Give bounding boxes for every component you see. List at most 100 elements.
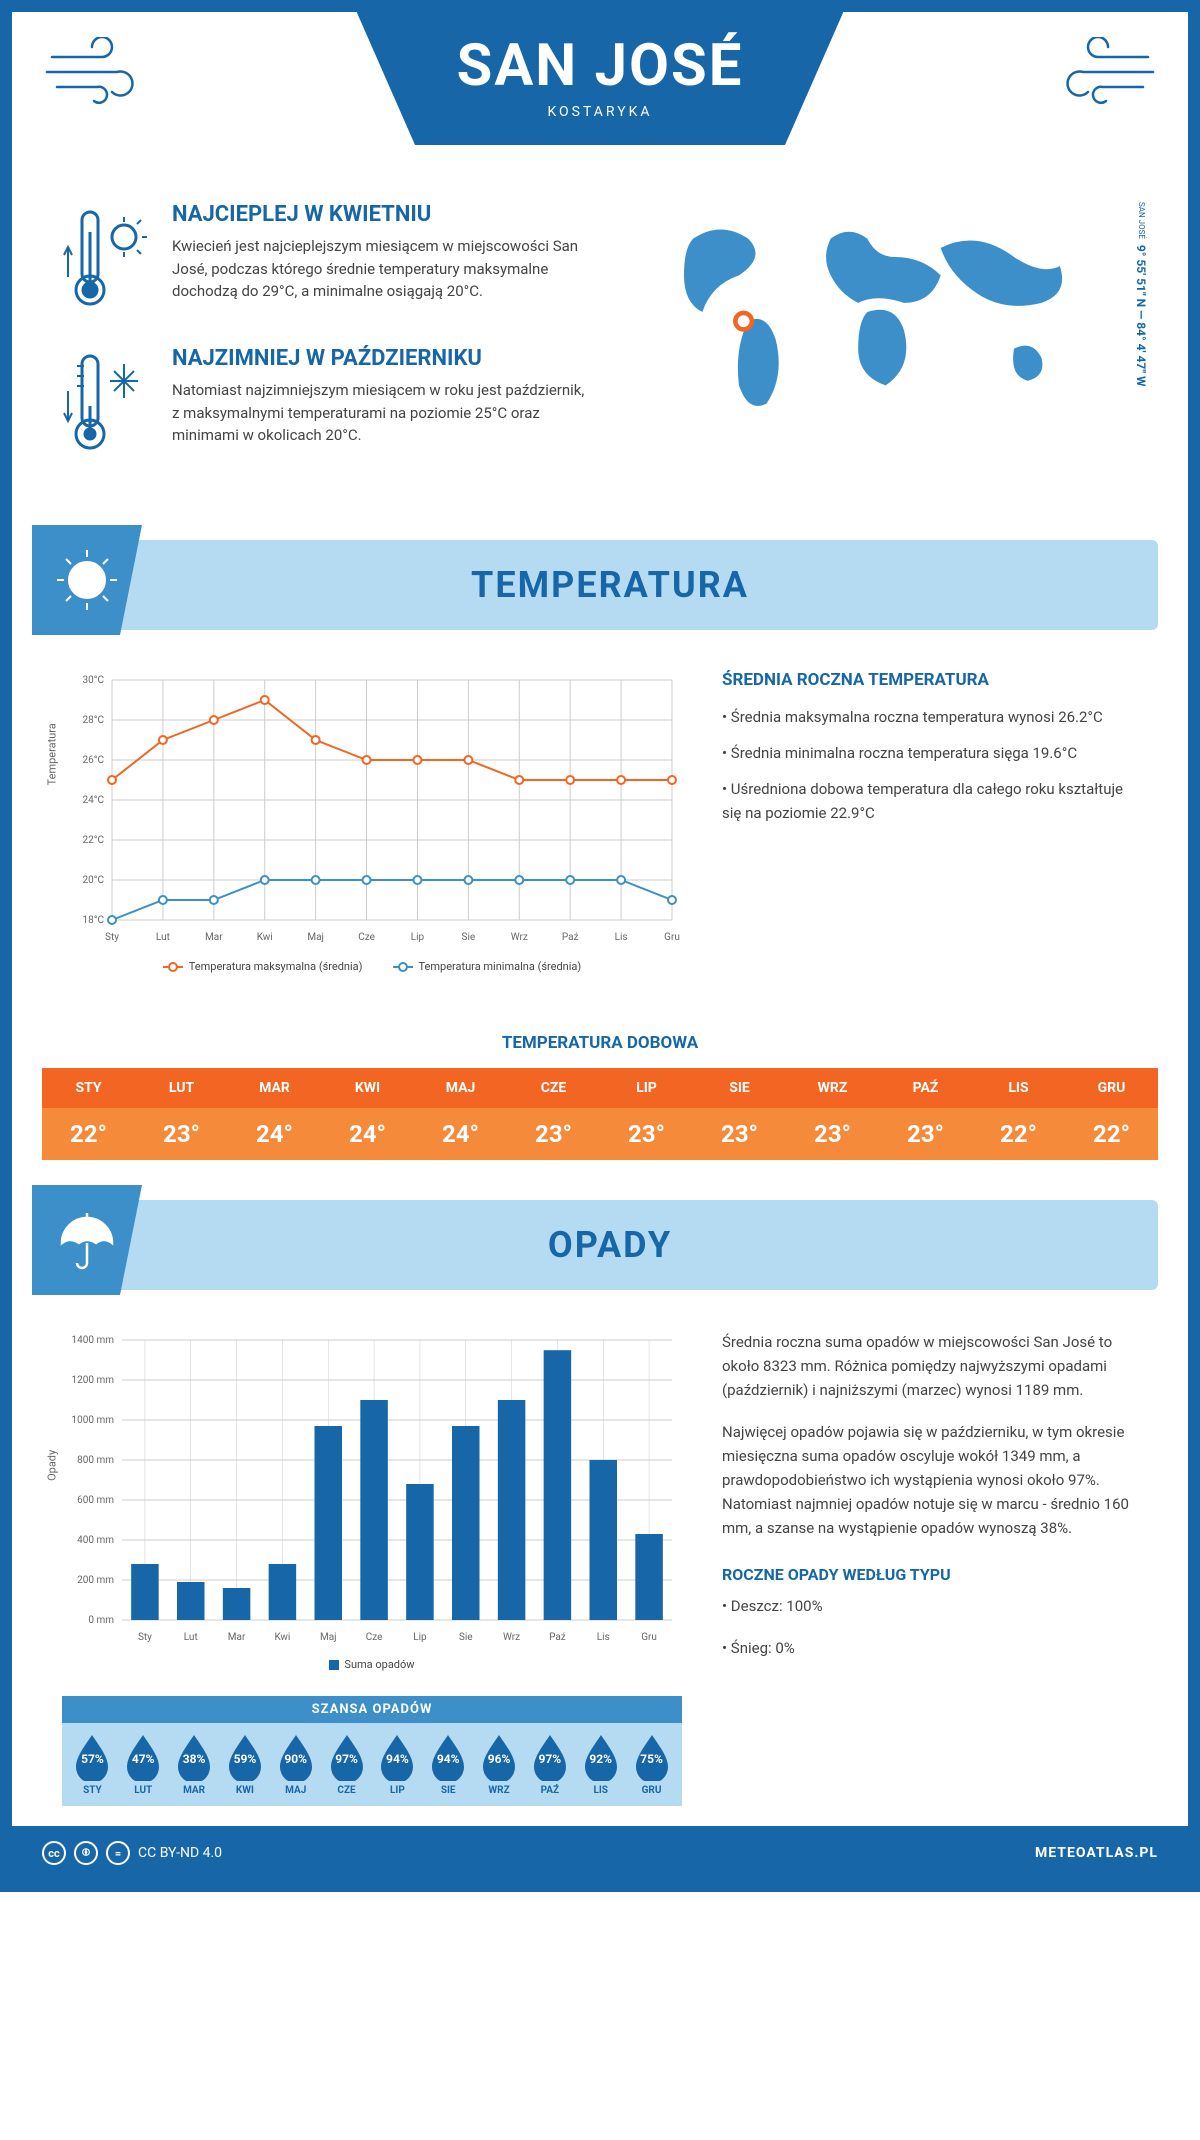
svg-text:Lip: Lip <box>411 932 425 943</box>
svg-text:Sie: Sie <box>459 1632 473 1643</box>
temperature-section-header: TEMPERATURA <box>42 540 1158 630</box>
precip-para2: Najwięcej opadów pojawia się w październ… <box>722 1420 1138 1540</box>
daily-month: GRU <box>1065 1068 1158 1108</box>
chance-drop: 94%LIP <box>372 1733 423 1796</box>
svg-text:Lis: Lis <box>597 1632 610 1643</box>
chance-drop: 47%LUT <box>118 1733 169 1796</box>
svg-text:Gru: Gru <box>664 932 680 943</box>
daily-value: 23° <box>693 1108 786 1160</box>
precip-type-bullet: • Deszcz: 100% <box>722 1594 1138 1618</box>
precip-section-header: OPADY <box>42 1200 1158 1290</box>
daily-value: 23° <box>507 1108 600 1160</box>
daily-month: STY <box>42 1068 135 1108</box>
daily-value: 24° <box>414 1108 507 1160</box>
daily-month: MAR <box>228 1068 321 1108</box>
svg-text:20°C: 20°C <box>83 875 105 886</box>
svg-text:18°C: 18°C <box>83 915 105 926</box>
cc-icon: cc <box>42 1841 66 1865</box>
chance-drop: 97%CZE <box>321 1733 372 1796</box>
svg-text:28°C: 28°C <box>83 715 105 726</box>
chance-drop: 59%KWI <box>219 1733 270 1796</box>
precip-chance-table: SZANSA OPADÓW 57%STY47%LUT38%MAR59%KWI90… <box>62 1696 682 1806</box>
svg-text:Gru: Gru <box>641 1632 657 1643</box>
chance-drop: 94%SIE <box>423 1733 474 1796</box>
svg-text:Maj: Maj <box>320 1632 337 1643</box>
svg-text:400 mm: 400 mm <box>77 1535 114 1546</box>
svg-text:1000 mm: 1000 mm <box>72 1415 115 1426</box>
chance-drop: 97%PAŹ <box>524 1733 575 1796</box>
chance-drop: 75%GRU <box>626 1733 677 1796</box>
footer: cc 🅯 = CC BY-ND 4.0 METEOATLAS.PL <box>12 1826 1188 1880</box>
svg-text:Paź: Paź <box>549 1632 566 1643</box>
svg-text:Lut: Lut <box>156 932 170 943</box>
svg-text:Mar: Mar <box>228 1632 246 1643</box>
country-subtitle: KOSTARYKA <box>457 104 744 120</box>
warmest-text: Kwiecień jest najcieplejszym miesiącem w… <box>172 235 585 303</box>
svg-text:600 mm: 600 mm <box>77 1495 114 1506</box>
chance-drop: 92%LIS <box>575 1733 626 1796</box>
precip-type-title: ROCZNE OPADY WEDŁUG TYPU <box>722 1565 1138 1584</box>
svg-text:Cze: Cze <box>366 1632 383 1643</box>
precip-type-bullet: • Śnieg: 0% <box>722 1636 1138 1660</box>
daily-month: PAŹ <box>879 1068 972 1108</box>
legend-item: Temperatura maksymalna (średnia) <box>163 960 363 973</box>
svg-text:Lut: Lut <box>184 1632 198 1643</box>
daily-month: LIS <box>972 1068 1065 1108</box>
svg-text:Wrz: Wrz <box>503 1632 520 1643</box>
umbrella-icon <box>32 1185 142 1295</box>
title-banner: SAN JOSÉ KOSTARYKA <box>357 12 844 145</box>
svg-text:1200 mm: 1200 mm <box>72 1375 115 1386</box>
nd-icon: = <box>106 1841 130 1865</box>
svg-text:800 mm: 800 mm <box>77 1455 114 1466</box>
daily-month: SIE <box>693 1068 786 1108</box>
svg-text:26°C: 26°C <box>83 755 105 766</box>
coldest-fact: NAJZIMNIEJ W PAŹDZIERNIKU Natomiast najz… <box>62 346 585 460</box>
daily-value: 24° <box>321 1108 414 1160</box>
wind-icon <box>42 37 152 111</box>
svg-text:Sty: Sty <box>105 932 119 943</box>
daily-month: KWI <box>321 1068 414 1108</box>
daily-value: 23° <box>135 1108 228 1160</box>
daily-value: 22° <box>1065 1108 1158 1160</box>
daily-month: LIP <box>600 1068 693 1108</box>
temp-bullet: • Średnia minimalna roczna temperatura s… <box>722 741 1138 765</box>
svg-text:Sie: Sie <box>462 932 476 943</box>
license-text: CC BY-ND 4.0 <box>138 1845 222 1861</box>
chance-drop: 96%WRZ <box>474 1733 525 1796</box>
daily-month: CZE <box>507 1068 600 1108</box>
svg-text:1400 mm: 1400 mm <box>72 1335 115 1346</box>
svg-text:30°C: 30°C <box>83 675 105 686</box>
world-map <box>615 202 1138 422</box>
precip-bar-chart: Opady 0 mm200 mm400 mm600 mm800 mm1000 m… <box>62 1330 682 1806</box>
svg-text:Sty: Sty <box>138 1632 152 1643</box>
coordinates: SAN JOSÉ 9° 55' 51" N — 84° 4' 47" W <box>1134 202 1148 387</box>
temp-bullet: • Średnia maksymalna roczna temperatura … <box>722 705 1138 729</box>
warmest-fact: NAJCIEPLEJ W KWIETNIU Kwiecień jest najc… <box>62 202 585 316</box>
temperature-line-chart: Temperatura 18°C20°C22°C24°C26°C28°C30°C… <box>62 670 682 973</box>
header: SAN JOSÉ KOSTARYKA <box>12 12 1188 192</box>
intro-section: NAJCIEPLEJ W KWIETNIU Kwiecień jest najc… <box>12 192 1188 520</box>
svg-text:Lip: Lip <box>413 1632 427 1643</box>
wind-icon <box>1048 37 1158 111</box>
legend-item: Temperatura minimalna (średnia) <box>393 960 582 973</box>
sun-icon <box>32 525 142 635</box>
thermometer-sun-icon <box>62 202 152 316</box>
svg-text:Cze: Cze <box>358 932 375 943</box>
daily-value: 23° <box>879 1108 972 1160</box>
site-name: METEOATLAS.PL <box>1035 1845 1158 1861</box>
daily-temp-title: TEMPERATURA DOBOWA <box>12 1033 1188 1053</box>
svg-text:22°C: 22°C <box>83 835 105 846</box>
svg-text:0 mm: 0 mm <box>88 1615 114 1626</box>
daily-value: 24° <box>228 1108 321 1160</box>
daily-month: WRZ <box>786 1068 879 1108</box>
svg-text:24°C: 24°C <box>83 795 105 806</box>
avg-temp-title: ŚREDNIA ROCZNA TEMPERATURA <box>722 670 1138 690</box>
chance-drop: 57%STY <box>67 1733 118 1796</box>
daily-temp-table: STYLUTMARKWIMAJCZELIPSIEWRZPAŹLISGRU 22°… <box>42 1068 1158 1160</box>
svg-text:Maj: Maj <box>307 932 324 943</box>
svg-text:Kwi: Kwi <box>257 932 273 943</box>
temp-bullet: • Uśredniona dobowa temperatura dla całe… <box>722 777 1138 825</box>
chance-drop: 90%MAJ <box>270 1733 321 1796</box>
temperature-title: TEMPERATURA <box>142 564 1078 606</box>
daily-value: 22° <box>42 1108 135 1160</box>
